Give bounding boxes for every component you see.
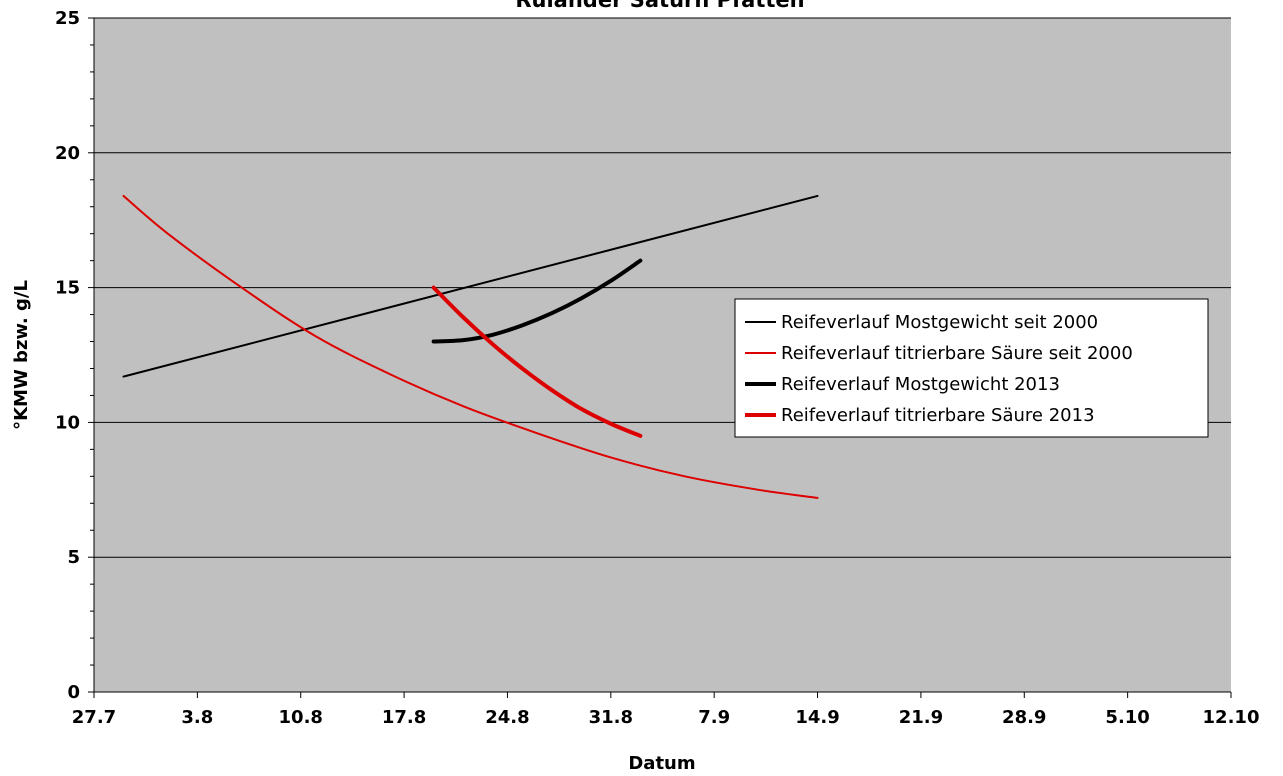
x-tick-label: 27.7 (72, 707, 116, 728)
legend-items: Reifeverlauf Mostgewicht seit 2000 Reifev… (745, 312, 1133, 426)
legend: Reifeverlauf Mostgewicht seit 2000 Reifev… (734, 298, 1209, 438)
series-line-4 (431, 285, 643, 438)
x-tick-label: 7.9 (698, 707, 730, 728)
y-tick-label: 10 (55, 412, 80, 433)
x-axis-label: Datum (628, 753, 695, 774)
series-lines (122, 194, 819, 499)
series-line-2 (122, 194, 819, 499)
legend-label-2: Reifeverlauf titrierbare Säure seit 2000 (781, 343, 1133, 364)
x-tick-label: 31.8 (589, 707, 633, 728)
series-line-3 (431, 258, 643, 344)
x-tick-label: 5.10 (1105, 707, 1149, 728)
legend-label-4: Reifeverlauf titrierbare Säure 2013 (781, 405, 1095, 426)
y-tick-label: 5 (67, 547, 80, 568)
y-tick-label: 25 (55, 8, 80, 29)
x-tick-label: 10.8 (279, 707, 323, 728)
x-tick-label: 12.10 (1203, 707, 1260, 728)
x-tick-label: 21.9 (899, 707, 943, 728)
x-tick-label: 17.8 (382, 707, 426, 728)
y-tick-label: 0 (67, 682, 80, 703)
series-line-1 (122, 194, 819, 378)
y-tick-label: 20 (55, 143, 80, 164)
x-tick-label: 14.9 (795, 707, 839, 728)
chart-title: Ruländer Saturn Pfatten (515, 0, 804, 12)
gridlines (94, 17, 1231, 558)
axes (88, 17, 1232, 698)
legend-label-3: Reifeverlauf Mostgewicht 2013 (781, 374, 1060, 395)
x-tick-label: 3.8 (181, 707, 213, 728)
legend-label-1: Reifeverlauf Mostgewicht seit 2000 (781, 312, 1098, 333)
legend-box (734, 298, 1209, 438)
y-axis-label: °KMW bzw. g/L (11, 280, 32, 430)
x-tick-label: 24.8 (485, 707, 529, 728)
y-tick-label: 15 (55, 278, 80, 299)
x-tick-label: 28.9 (1002, 707, 1046, 728)
tick-labels: 0 5 10 15 20 25 27.7 3.8 10.8 17.8 24.8 31.8 7.9 14.9… (55, 8, 1260, 728)
